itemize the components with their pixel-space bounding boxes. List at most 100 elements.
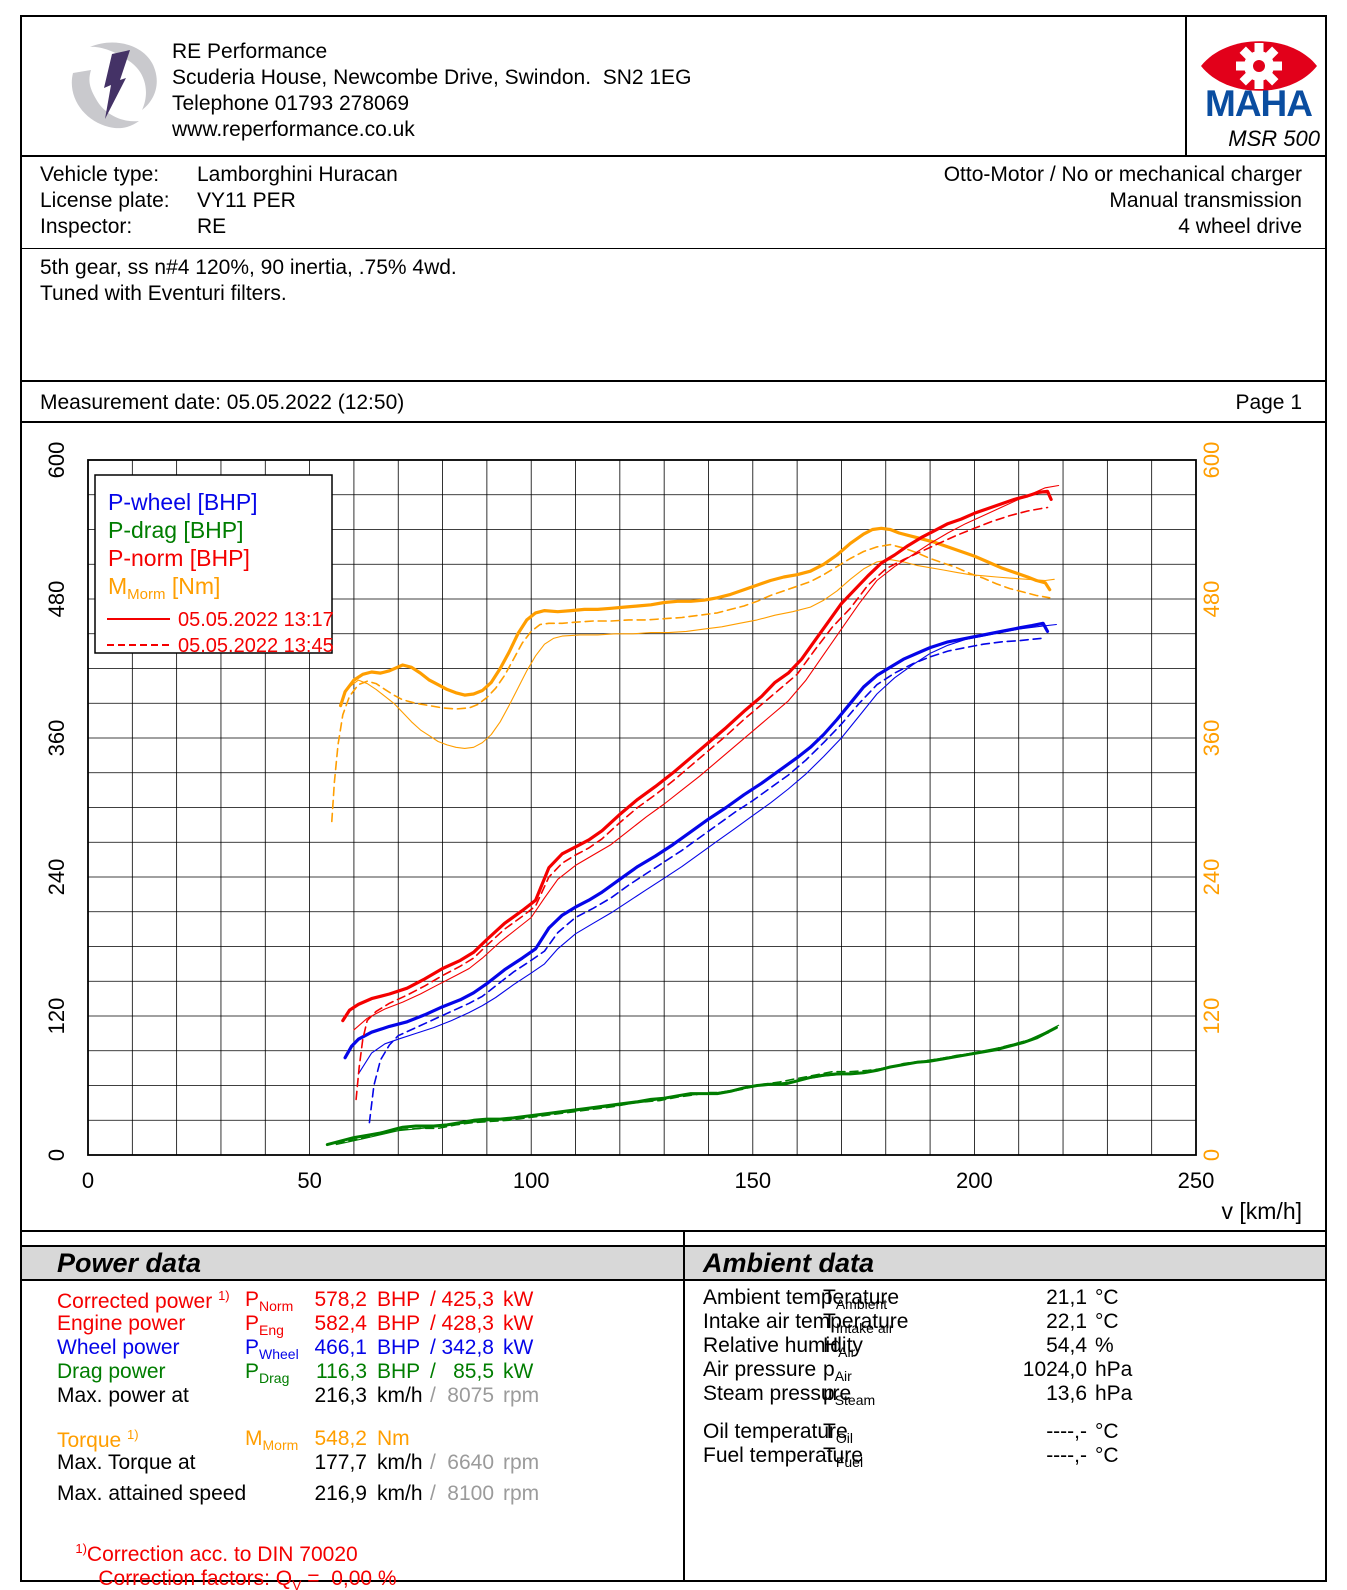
series-p-wheel-13-45 [368,637,1042,1124]
row-symbol: TAmbient [823,1286,888,1313]
row-value-secondary: 85,5 [453,1360,494,1383]
row-value-secondary: 425,3 [441,1288,494,1311]
series-p-wheel-trace [357,623,1057,1075]
row-label: Ambient temperature [703,1286,900,1309]
y-tick-label-right: 240 [1199,859,1224,896]
row-unit-primary: BHP [377,1336,421,1359]
row-slash: / [430,1312,436,1335]
row-unit-primary: km/h [377,1482,423,1505]
row-label: Intake air temperature [703,1310,909,1333]
correction-note-2: Correction factors: QV = 0,00 % [75,1543,397,1590]
inspector-value: RE [197,215,227,238]
row-value-primary: 216,9 [314,1482,367,1505]
y-tick-label-left: 360 [44,720,69,757]
y-tick-label-left: 240 [44,859,69,896]
row-symbol: PNorm [245,1288,294,1315]
x-tick-label: 100 [513,1168,550,1193]
x-tick-label: 50 [297,1168,321,1193]
row-symbol: pAir [823,1358,852,1385]
row-value-primary: 216,3 [314,1384,367,1407]
page-number: Page 1 [1235,391,1302,414]
row-label: Air pressure [703,1358,817,1381]
maha-logo [1197,28,1321,124]
y-tick-label-right: 120 [1199,998,1224,1035]
legend-run-label: 05.05.2022 13:17 [178,609,334,631]
row-unit-primary: % [1095,1334,1114,1357]
x-axis-title: v [km/h] [1221,1198,1302,1224]
license-plate-value: VY11 PER [197,189,296,212]
vehicle-type-label: Vehicle type: [40,163,160,186]
series-p-norm-13-45 [355,506,1049,1101]
row-symbol: TOil [823,1420,853,1447]
row-symbol: PDrag [245,1360,290,1387]
row-unit-primary: hPa [1095,1382,1133,1405]
measurement-bar-top-line [20,380,1327,382]
row-value-primary: 54,4 [1046,1334,1087,1357]
row-value-primary: ----,- [1046,1444,1087,1467]
x-tick-label: 200 [956,1168,993,1193]
re-performance-logo-graphic [71,42,157,129]
row-value-primary: 578,2 [314,1288,367,1311]
row-value-secondary: 342,8 [441,1336,494,1359]
vehicle-type-value: Lamborghini Huracan [197,163,398,186]
row-label: Wheel power [57,1336,180,1359]
row-intake-air-temperature: Intake air temperature TIntake air 22,1 °C [0,1310,1347,1336]
engine-type: Otto-Motor / No or mechanical charger [943,163,1302,186]
legend-entry: MMorm [Nm] [108,573,220,603]
bottom-column-divider [683,1230,685,1580]
row-value-secondary: 8075 [447,1384,494,1407]
grid [87,459,1197,1156]
row-symbol: PEng [245,1312,284,1339]
row-value-primary: 13,6 [1046,1382,1087,1405]
measurement-date: Measurement date: 05.05.2022 (12:50) [40,391,405,414]
row-unit-primary: BHP [377,1312,421,1335]
row-max-power-at: Max. power at 216,3 km/h / 8075 rpm [0,1384,1347,1408]
row-value-primary: 466,1 [314,1336,367,1359]
y-tick-label-right: 600 [1199,442,1224,479]
row-value-primary: ----,- [1046,1420,1087,1443]
series-m-norm-13-45 [331,543,1051,823]
run-note-1: 5th gear, ss n#4 120%, 90 inertia, .75% … [40,256,457,279]
correction-note-1: 1)Correction acc. to DIN 70020 [52,1517,357,1590]
row-unit-secondary: kW [503,1288,534,1311]
dyno-chart: 0 50 100 150 200 250 0 0 120 120 240 240 360 360 480 48… [44,442,1302,1224]
section-line-1 [20,155,1327,157]
row-symbol: PWheel [245,1336,299,1363]
row-value-primary: 1024,0 [1022,1358,1087,1381]
row-label: Oil temperature [703,1420,848,1443]
correction-note-2-post: = 0,00 % [301,1567,397,1590]
correction-note-sup: 1) [75,1541,87,1556]
row-relative-humidity: Relative humidity HAir 54,4% [0,1334,1347,1360]
row-fuel-temperature: Fuel temperature TFuel ----,- °C [0,1444,1347,1470]
maha-eye-gear-icon [1201,41,1317,91]
row-value-primary: 548,2 [314,1427,367,1450]
row-corrected-power: Corrected power 1) PNorm 578,2 BHP /425,3 kW [0,1288,1347,1315]
y-tick-label-left: 120 [44,998,69,1035]
row-unit-primary: Nm [377,1427,410,1450]
x-tick-label: 0 [82,1168,94,1193]
re-performance-logo [60,35,168,137]
maha-wordmark: MAHA [1205,83,1313,124]
row-torque: Torque 1) MMorm 548,2 Nm [0,1427,1347,1453]
row-value-primary: 116,3 [316,1360,367,1383]
row-max-torque-at: Max. Torque at 177,7 km/h / 6640 rpm [0,1451,1347,1475]
row-unit-primary: BHP [377,1288,421,1311]
power-data-header: Power data [22,1245,683,1281]
series-p-norm-13-17 [341,489,1053,1023]
series-p-drag-13-45 [335,1031,1051,1145]
ambient-data-title: Ambient data [703,1248,875,1278]
row-unit-secondary: kW [503,1312,534,1335]
row-slash: / [430,1451,436,1474]
legend-entry: P-norm [BHP] [108,545,250,571]
row-label: Torque 1) [57,1427,139,1452]
row-unit-secondary: rpm [503,1451,540,1474]
row-unit-primary: °C [1095,1286,1119,1309]
x-tick-label: 250 [1178,1168,1215,1193]
company-address: Scuderia House, Newcombe Drive, Swindon.… [172,66,692,89]
row-slash: / [430,1360,436,1383]
row-symbol: pSteam [823,1382,876,1409]
row-unit-primary: km/h [377,1451,423,1474]
